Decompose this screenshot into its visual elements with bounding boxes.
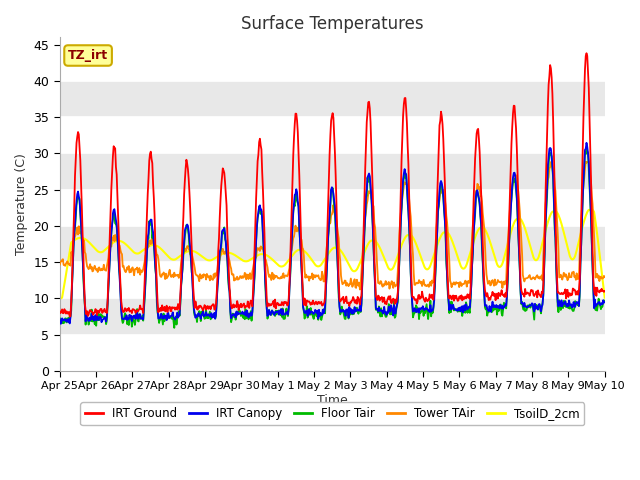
Line: Floor Tair: Floor Tair (60, 149, 605, 328)
Bar (60, 153, 605, 190)
TsoilD_2cm (177, 252, 185, 258)
TsoilD_2cm (415, 247, 422, 252)
Floor Tair (66, 314, 74, 320)
Floor Tair (582, 146, 590, 152)
IRT Ground (582, 50, 590, 56)
Bar (60, 226, 605, 262)
IRT Ground (66, 313, 74, 319)
Floor Tair (601, 299, 609, 305)
IRT Canopy (582, 140, 590, 145)
Y-axis label: Temperature (C): Temperature (C) (15, 153, 28, 255)
Line: IRT Canopy: IRT Canopy (60, 143, 605, 324)
Bar (60, 81, 605, 117)
Floor Tair (399, 180, 407, 186)
TsoilD_2cm (66, 249, 74, 255)
IRT Ground (415, 292, 423, 298)
Tower TAir (585, 159, 593, 165)
Line: IRT Ground: IRT Ground (60, 53, 605, 316)
IRT Canopy (601, 299, 609, 305)
Tower TAir (399, 188, 407, 194)
IRT Canopy (57, 321, 65, 326)
TsoilD_2cm (586, 207, 593, 213)
IRT Ground (123, 308, 131, 314)
IRT Ground (601, 288, 609, 294)
Floor Tair (56, 315, 64, 321)
IRT Ground (399, 112, 407, 118)
IRT Canopy (123, 312, 131, 318)
X-axis label: Time: Time (317, 394, 348, 407)
Floor Tair (122, 313, 130, 319)
Bar (60, 298, 605, 335)
IRT Canopy (67, 314, 74, 320)
Tower TAir (177, 260, 185, 266)
IRT Canopy (178, 276, 186, 281)
IRT Canopy (207, 312, 214, 318)
Tower TAir (206, 277, 214, 283)
Title: Surface Temperatures: Surface Temperatures (241, 15, 424, 33)
IRT Canopy (399, 176, 407, 182)
Floor Tair (170, 325, 178, 331)
Text: TZ_irt: TZ_irt (68, 49, 108, 62)
Tower TAir (56, 262, 64, 267)
TsoilD_2cm (122, 241, 130, 247)
IRT Ground (207, 306, 214, 312)
Bar (60, 190, 605, 226)
IRT Ground (56, 309, 64, 314)
IRT Canopy (415, 310, 423, 316)
TsoilD_2cm (56, 295, 64, 301)
Bar (60, 117, 605, 153)
Bar (60, 262, 605, 298)
Legend: IRT Ground, IRT Canopy, Floor Tair, Tower TAir, TsoilD_2cm: IRT Ground, IRT Canopy, Floor Tair, Towe… (80, 402, 584, 425)
Tower TAir (601, 274, 609, 280)
Tower TAir (66, 261, 74, 266)
IRT Ground (67, 313, 74, 319)
Tower TAir (415, 277, 423, 283)
Bar (60, 45, 605, 81)
Tower TAir (356, 287, 364, 292)
Floor Tair (415, 316, 423, 322)
Line: Tower TAir: Tower TAir (60, 162, 605, 289)
TsoilD_2cm (601, 295, 609, 300)
Bar (60, 335, 605, 371)
Floor Tair (207, 316, 214, 322)
IRT Canopy (56, 316, 64, 322)
Tower TAir (122, 269, 130, 275)
Floor Tair (178, 273, 186, 279)
IRT Ground (178, 253, 186, 259)
TsoilD_2cm (206, 258, 214, 264)
TsoilD_2cm (399, 240, 406, 246)
Line: TsoilD_2cm: TsoilD_2cm (60, 210, 605, 298)
